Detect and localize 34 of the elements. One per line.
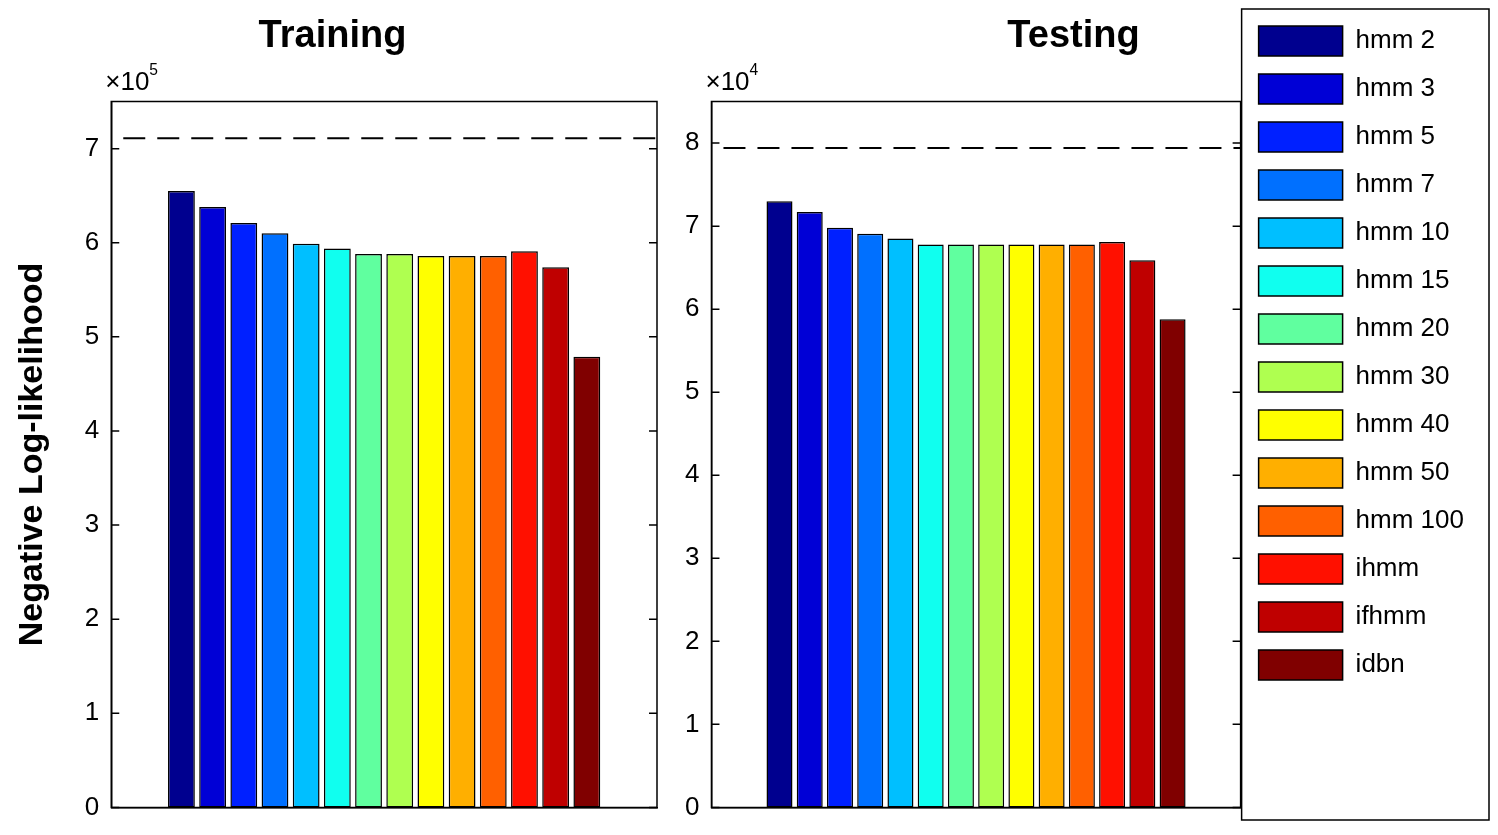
y-tick-label: 5 [684,375,700,406]
legend-label: ifhmm [1355,600,1427,631]
y-tick-label: 3 [84,508,100,539]
y-tick-label: 7 [684,209,700,240]
legend-label: hmm 100 [1355,504,1465,535]
legend-label: hmm 2 [1355,24,1436,55]
legend-label: idbn [1355,648,1405,679]
y-axis-title: Negative Log-likelihood [10,262,49,647]
y-tick-label: 2 [84,602,100,633]
y-tick-label: 2 [684,624,700,655]
chart-title: Testing [1007,13,1140,56]
y-tick-label: 6 [684,292,700,323]
legend-label: hmm 10 [1355,216,1450,247]
legend-label: hmm 15 [1355,264,1450,295]
legend-label: hmm 30 [1355,360,1450,391]
y-tick-label: 6 [84,225,100,256]
y-tick-label: 8 [684,126,700,157]
y-tick-label: 0 [684,790,700,821]
y-tick-label: 4 [684,458,700,489]
y-tick-label: 0 [84,790,100,821]
legend-label: hmm 7 [1355,168,1436,199]
y-tick-label: 3 [684,541,700,572]
legend-label: hmm 40 [1355,408,1450,439]
y-tick-label: 4 [84,414,100,445]
y-tick-label: 1 [684,707,700,738]
chart-title: Training [258,13,407,56]
legend-label: hmm 20 [1355,312,1450,343]
legend-label: hmm 5 [1355,120,1436,151]
legend-label: hmm 3 [1355,72,1436,103]
legend-label: hmm 50 [1355,456,1450,487]
y-tick-label: 5 [84,320,100,351]
y-tick-label: 7 [84,131,100,162]
legend-label: ihmm [1355,552,1420,583]
y-tick-label: 1 [84,696,100,727]
